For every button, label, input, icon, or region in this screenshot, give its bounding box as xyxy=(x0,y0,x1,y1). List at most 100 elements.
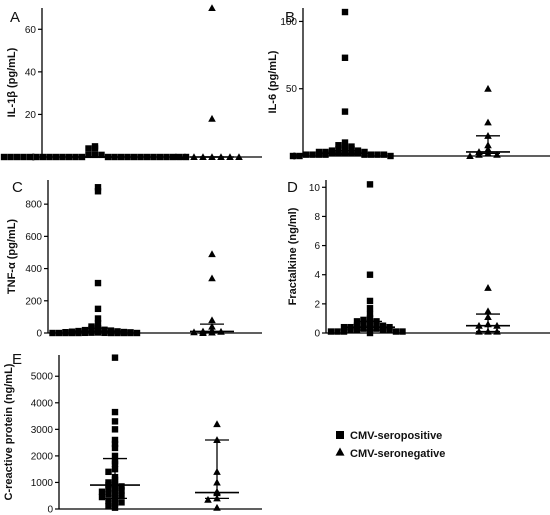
data-point-seropositive xyxy=(360,316,367,324)
data-point-seropositive xyxy=(374,151,381,158)
data-point-seropositive xyxy=(55,329,63,337)
panel-label-C: C xyxy=(12,179,23,196)
data-point-seropositive xyxy=(105,503,112,510)
data-point-seropositive xyxy=(111,452,119,460)
data-point-seropositive xyxy=(353,322,361,329)
data-point-seropositive xyxy=(176,153,183,161)
data-point-seropositive xyxy=(340,328,348,335)
data-point-seropositive xyxy=(105,485,112,493)
data-point-seropositive xyxy=(366,329,374,337)
y-tick-label: 1000 xyxy=(31,478,54,489)
y-tick-label: 200 xyxy=(25,296,42,307)
data-point-seropositive xyxy=(7,153,14,161)
data-point-seropositive xyxy=(380,151,388,158)
data-point-seropositive xyxy=(341,144,349,152)
y-tick-label: 4 xyxy=(314,270,320,281)
y-tick-label: 2000 xyxy=(31,451,54,462)
y-tick-label: 100 xyxy=(280,17,297,28)
data-point-seropositive xyxy=(105,468,112,476)
data-point-seronegative xyxy=(466,152,474,160)
data-point-seropositive xyxy=(118,499,125,506)
data-point-seronegative xyxy=(208,114,216,122)
y-axis-title: IL-6 (pg/mL) xyxy=(267,50,279,113)
data-point-seropositive xyxy=(143,153,151,161)
y-tick-label: 8 xyxy=(314,212,320,223)
y-tick-label: 50 xyxy=(286,84,298,95)
data-point-seropositive xyxy=(289,152,297,160)
data-point-seropositive xyxy=(59,153,66,161)
y-tick-label: 600 xyxy=(25,232,42,243)
data-point-seropositive xyxy=(26,153,34,161)
data-point-seropositive xyxy=(68,329,76,337)
data-point-seropositive xyxy=(124,153,131,161)
y-tick-label: 3000 xyxy=(31,425,54,436)
legend-square-icon xyxy=(336,431,344,439)
panel-label-A: A xyxy=(10,9,20,26)
data-point-seropositive xyxy=(347,326,354,334)
data-point-seropositive xyxy=(366,271,374,278)
y-tick-label: 5000 xyxy=(31,372,54,383)
data-point-seropositive xyxy=(163,153,170,161)
data-point-seropositive xyxy=(111,426,119,433)
data-point-seropositive xyxy=(341,139,349,146)
data-point-seropositive xyxy=(302,151,310,158)
data-point-seropositive xyxy=(94,305,102,313)
data-point-seropositive xyxy=(322,151,329,158)
data-point-seronegative xyxy=(208,250,216,258)
data-point-seropositive xyxy=(52,153,60,161)
data-point-seropositive xyxy=(117,153,125,161)
data-point-seropositive xyxy=(98,493,106,501)
y-tick-label: 40 xyxy=(25,67,37,78)
y-axis-title: IL-1β (pg/mL) xyxy=(6,47,18,117)
data-point-seronegative xyxy=(484,84,492,92)
data-point-seropositive xyxy=(127,329,134,337)
data-point-seronegative xyxy=(484,118,492,126)
legend-label-seronegative: CMV-seronegative xyxy=(350,448,445,460)
data-point-seropositive xyxy=(169,153,177,161)
y-tick-label: 6 xyxy=(314,241,320,252)
data-point-seropositive xyxy=(111,436,119,444)
y-tick-label: 60 xyxy=(25,25,37,36)
data-point-seropositive xyxy=(33,153,40,161)
data-point-seronegative xyxy=(172,153,180,161)
data-point-seropositive xyxy=(118,492,125,499)
data-point-seropositive xyxy=(98,151,105,159)
data-point-seropositive xyxy=(105,491,112,498)
data-point-seropositive xyxy=(367,151,375,158)
data-point-seropositive xyxy=(20,153,27,161)
data-point-seronegative xyxy=(208,316,216,324)
data-point-seronegative xyxy=(493,150,501,158)
data-point-seropositive xyxy=(361,151,368,158)
data-point-seropositive xyxy=(379,322,387,329)
data-point-seronegative xyxy=(235,153,243,161)
data-point-seropositive xyxy=(120,329,128,337)
data-point-seropositive xyxy=(94,188,102,195)
data-point-seropositive xyxy=(392,328,400,335)
data-point-seropositive xyxy=(94,315,102,322)
data-point-seropositive xyxy=(111,440,119,448)
data-point-seropositive xyxy=(386,326,393,334)
data-point-seropositive xyxy=(85,145,92,152)
data-point-seropositive xyxy=(94,279,102,287)
y-axis-title: C-reactive protein (ng/mL) xyxy=(3,363,15,500)
data-point-seropositive xyxy=(373,321,380,328)
data-point-seronegative xyxy=(213,503,221,511)
data-point-seropositive xyxy=(114,329,121,337)
data-point-seropositive xyxy=(85,151,92,159)
data-point-seropositive xyxy=(353,326,361,334)
data-point-seronegative xyxy=(213,420,221,428)
data-point-seropositive xyxy=(366,297,374,305)
data-point-seropositive xyxy=(46,153,53,161)
data-point-seropositive xyxy=(91,145,99,152)
data-point-seropositive xyxy=(105,497,112,505)
panel-label-D: D xyxy=(287,179,298,196)
y-tick-label: 2 xyxy=(314,299,320,310)
data-point-seropositive xyxy=(133,329,141,337)
data-point-seropositive xyxy=(91,151,99,159)
y-tick-label: 4000 xyxy=(31,398,54,409)
data-point-seropositive xyxy=(150,153,157,161)
data-point-seronegative xyxy=(475,150,483,158)
data-point-seropositive xyxy=(0,153,8,161)
